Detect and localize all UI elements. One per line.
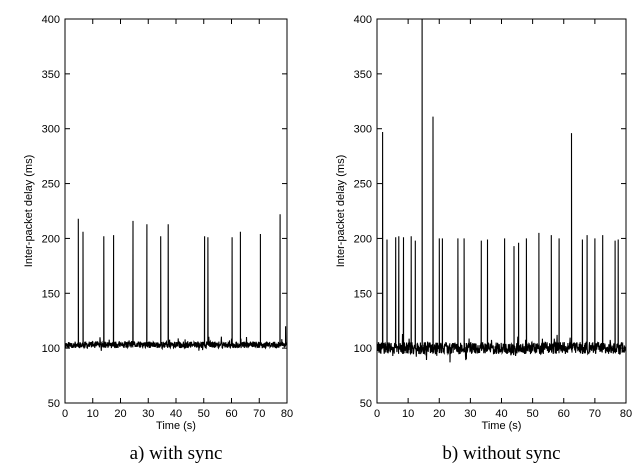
x-tick-label: 30 [142,408,154,420]
x-tick-label: 40 [495,408,507,420]
x-tick-label: 50 [527,408,539,420]
y-tick-label: 300 [354,124,372,136]
x-tick-label: 70 [589,408,601,420]
x-axis-label: Time (s) [156,420,196,432]
x-tick-label: 20 [433,408,445,420]
x-tick-label: 10 [402,408,414,420]
y-tick-label: 50 [360,398,372,410]
x-tick-label: 80 [281,408,293,420]
y-tick-label: 200 [354,233,372,245]
x-tick-label: 50 [198,408,210,420]
panel-caption: b) without sync [442,443,560,464]
y-tick-label: 150 [354,288,372,300]
x-tick-label: 60 [558,408,570,420]
x-tick-label: 40 [170,408,182,420]
panel-caption: a) with sync [130,443,223,464]
x-tick-label: 30 [464,408,476,420]
data-series-line [376,18,627,363]
y-axis-label: Inter-packet delay (ms) [23,155,35,267]
data-series-line [64,214,288,351]
x-tick-label: 70 [253,408,265,420]
y-tick-label: 400 [42,14,60,26]
y-tick-label: 100 [42,343,60,355]
y-tick-label: 300 [42,124,60,136]
x-tick-label: 60 [225,408,237,420]
x-tick-label: 0 [62,408,68,420]
x-tick-label: 80 [620,408,632,420]
chart-panel-with-sync: 50 100 150 200 250 300 350 400 0 10 20 30 40 50 60 70 80… [23,14,293,464]
x-axis-label: Time (s) [482,420,522,432]
chart-panel-without-sync: 50 100 150 200 250 300 350 400 0 10 20 30 40 50 60 70 80… [335,14,632,464]
x-tick-label: 20 [114,408,126,420]
y-tick-label: 150 [42,288,60,300]
y-tick-label: 350 [354,69,372,81]
y-tick-label: 250 [42,179,60,191]
y-tick-label: 400 [354,14,372,26]
y-tick-label: 100 [354,343,372,355]
y-tick-label: 350 [42,69,60,81]
x-tick-label: 10 [87,408,99,420]
x-tick-label: 0 [374,408,380,420]
y-axis-label: Inter-packet delay (ms) [335,155,347,267]
y-tick-label: 200 [42,233,60,245]
y-tick-label: 250 [354,179,372,191]
y-tick-label: 50 [48,398,60,410]
